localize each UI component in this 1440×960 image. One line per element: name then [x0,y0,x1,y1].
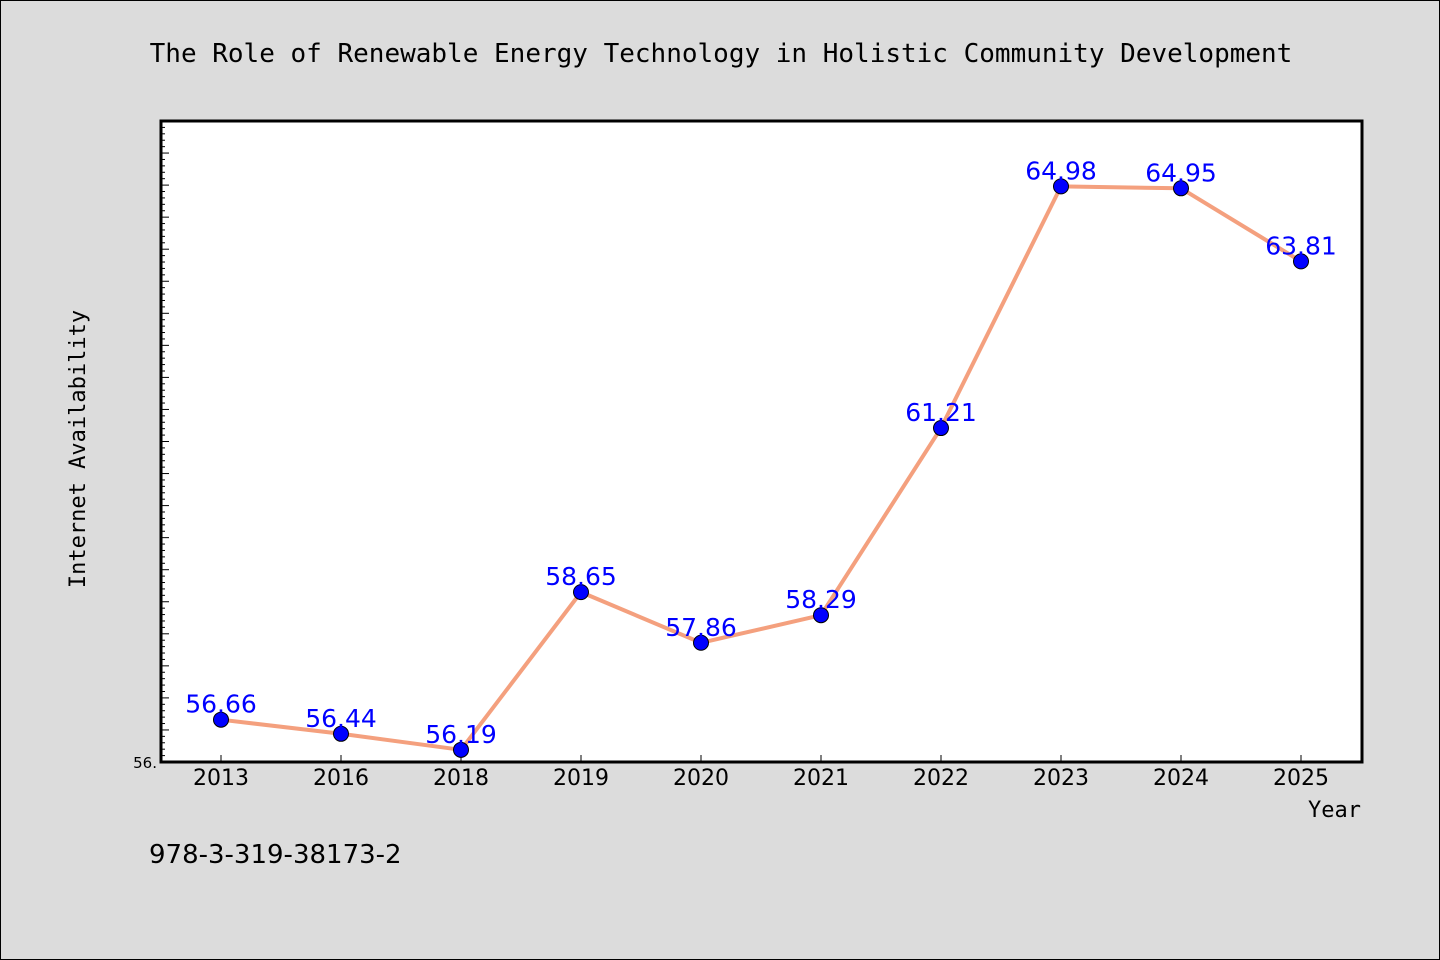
x-tick-label: 2018 [433,766,489,791]
x-tick-label: 2021 [793,766,849,791]
data-label: 56.44 [305,704,377,733]
data-label: 56.66 [185,690,257,719]
data-point [573,584,589,601]
data-point [933,420,949,437]
data-label: 64.95 [1145,158,1217,187]
x-tick-label: 2020 [673,766,729,791]
data-label: 57.86 [665,613,737,642]
x-tick-label: 2024 [1153,766,1209,791]
footnote-isbn: 978-3-319-38173-2 [149,840,402,870]
data-point [213,711,229,728]
x-axis-label: Year [1308,798,1361,823]
data-point [1293,253,1309,270]
x-tick-label: 2025 [1273,766,1329,791]
x-tick-label: 2013 [193,766,249,791]
data-point [1053,178,1069,195]
data-point [693,634,709,651]
series-line [219,184,1303,752]
x-axis-ticks: 2013 2016 2018 2019 2020 2021 2022 2023 2024 2025 [193,755,1329,791]
data-point [453,741,469,758]
data-point [813,607,829,624]
data-label: 58.29 [785,585,857,614]
x-tick-label: 2019 [553,766,609,791]
y-tick-label: 56. [133,754,157,772]
plot-area [159,119,1364,764]
y-axis-ticks [161,120,169,763]
x-tick-label: 2023 [1033,766,1089,791]
data-label: 64.98 [1025,156,1097,185]
data-label: 56.19 [425,720,497,749]
data-label: 58.65 [545,562,617,591]
data-label: 61.21 [905,398,977,427]
data-label: 63.81 [1265,231,1337,260]
chart-title: The Role of Renewable Energy Technology … [150,39,1293,69]
x-tick-label: 2022 [913,766,969,791]
y-axis-label: Internet Availability [66,310,91,588]
series-layer: 56.66 56.44 56.19 58.65 57.86 58.29 61.21 64.98… [185,156,1337,758]
x-tick-label: 2016 [313,766,369,791]
data-point [1173,180,1189,197]
data-point [333,725,349,742]
